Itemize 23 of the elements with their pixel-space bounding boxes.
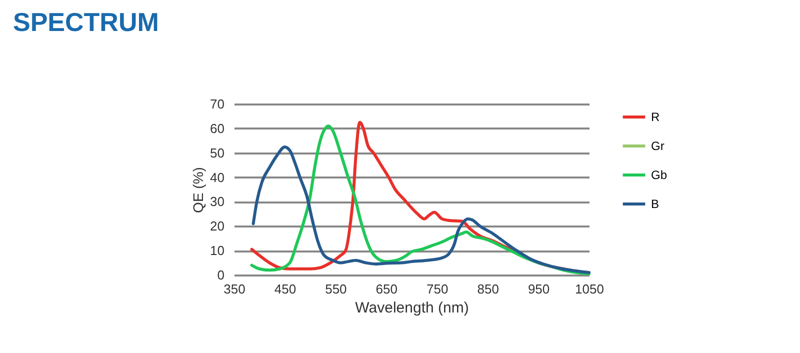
x-tick-label: 950 bbox=[528, 282, 550, 296]
y-tick-label: 20 bbox=[210, 218, 224, 234]
x-tick-label: 1050 bbox=[575, 282, 604, 296]
legend-label: R bbox=[651, 110, 660, 124]
legend-label: Gb bbox=[651, 168, 668, 182]
x-axis-title: Wavelength (nm) bbox=[355, 300, 469, 316]
y-tick-label: 30 bbox=[210, 194, 224, 210]
x-tick-label: 850 bbox=[477, 282, 499, 296]
x-tick-label: 350 bbox=[224, 282, 246, 296]
x-tick-label: 450 bbox=[274, 282, 296, 296]
x-tick-label: 550 bbox=[325, 282, 347, 296]
y-tick-label: 40 bbox=[210, 170, 224, 185]
y-tick-label: 0 bbox=[217, 268, 224, 282]
legend-label: Gr bbox=[651, 139, 664, 153]
y-axis-title: QE (%) bbox=[190, 167, 206, 213]
y-tick-label: 60 bbox=[210, 120, 224, 136]
y-tick-label: 10 bbox=[210, 243, 224, 258]
chart-title: SPECTRUM bbox=[13, 7, 159, 37]
x-tick-label: 750 bbox=[426, 282, 448, 296]
y-tick-label: 50 bbox=[210, 145, 224, 160]
y-tick-label: 70 bbox=[210, 96, 224, 112]
legend-label: B bbox=[651, 197, 660, 211]
x-tick-label: 650 bbox=[376, 282, 398, 296]
